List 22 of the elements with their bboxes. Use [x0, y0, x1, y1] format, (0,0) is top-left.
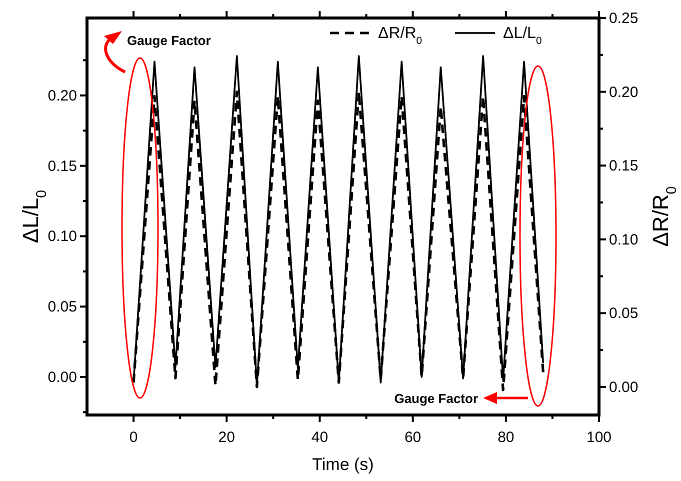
legend-label: ΔL/L$_{0}$: [503, 25, 542, 46]
x-tick-label: 40: [311, 429, 328, 446]
y-tick-label: 0.15: [48, 158, 77, 175]
x-tick-label: 80: [498, 429, 514, 446]
x-tick-label: 20: [218, 429, 235, 446]
x-axis-title: Time (s): [312, 455, 374, 474]
y-tick-label: 0.00: [48, 368, 77, 386]
y-tick-label: 0.20: [48, 87, 77, 104]
annotation: Gauge Factor: [127, 33, 211, 48]
x-tick-label: 100: [586, 429, 612, 446]
y-tick-label: 0.05: [48, 298, 77, 316]
y2-tick-label: 0.05: [609, 305, 638, 322]
y2-tick-label: 0.00: [609, 378, 638, 396]
y-tick-label: 0.10: [48, 228, 77, 246]
y2-tick-label: 0.15: [609, 158, 638, 175]
y2-tick-label: 0.20: [609, 84, 638, 101]
x-tick-label: 60: [404, 429, 422, 446]
y2-tick-label: 0.10: [609, 231, 638, 248]
annotation: Gauge Factor: [394, 391, 478, 406]
legend-label: ΔR/R$_{0}$: [378, 25, 422, 46]
y2-tick-label: 0.25: [609, 10, 638, 27]
x-tick-label: 0: [129, 429, 138, 446]
